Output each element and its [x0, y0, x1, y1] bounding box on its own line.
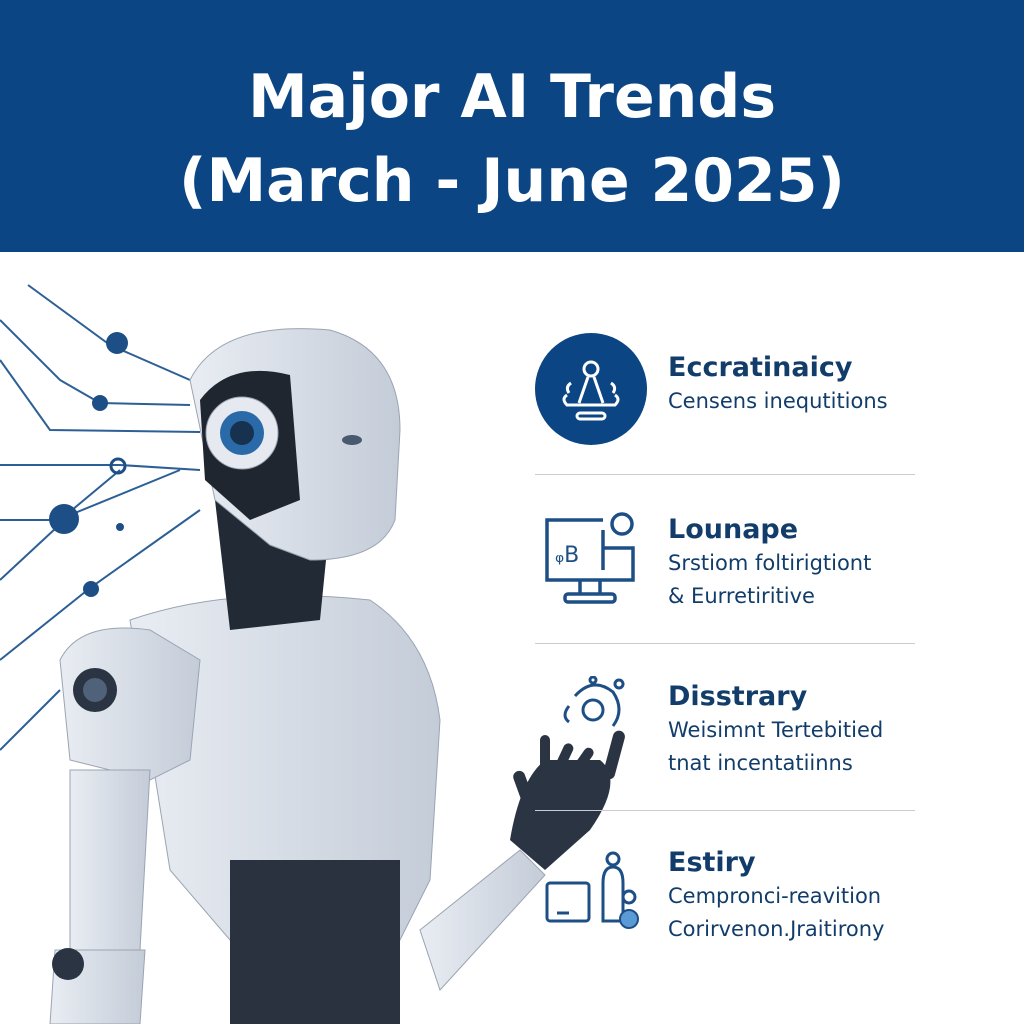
- svg-text:ᵩB: ᵩB: [555, 543, 579, 568]
- trend-description-line: Srstiom foltirigtiont: [668, 551, 872, 575]
- robot-body: [49, 328, 625, 1024]
- trend-description-line: Cempronci-reavition: [668, 884, 882, 908]
- divider: [535, 643, 915, 644]
- divider: [535, 474, 915, 475]
- page-title: Major AI Trends: [247, 62, 777, 132]
- robot-hand: [510, 730, 625, 870]
- trend-description: Censens inequtitions: [668, 389, 888, 413]
- trend-description-line: Corirvenon.Jraitirony: [668, 917, 885, 941]
- trend-description-line: & Eurretiritive: [668, 584, 815, 608]
- trend-title: Eccratinaicy: [668, 352, 853, 383]
- trend-description-line: tnat incentatiinns: [668, 751, 853, 775]
- trend-description-line: Weisimnt Tertebitied: [668, 718, 884, 742]
- robot-illustration: [0, 284, 625, 1024]
- trend-item-2: ᵩB Lounape Srstiom foltirigtiont & Eurre…: [535, 510, 935, 620]
- group-meeting-icon: [535, 333, 647, 445]
- header-banner: Major AI Trends (March - June 2025): [0, 0, 1024, 252]
- trend-title: Estiry: [668, 847, 756, 878]
- trend-item-1: Eccratinaicy Censens inequtitions: [535, 333, 935, 453]
- trend-item-3: Disstrary Weisimnt Tertebitied tnat ince…: [535, 676, 935, 786]
- device-person-icon: [545, 851, 639, 929]
- page-subtitle: (March - June 2025): [179, 146, 845, 216]
- computer-monitor-icon: ᵩB: [545, 512, 635, 604]
- gear-network-icon: [563, 676, 625, 727]
- divider: [535, 810, 915, 811]
- trend-item-4: Estiry Cempronci-reavition Corirvenon.Jr…: [535, 843, 935, 953]
- trend-title: Disstrary: [668, 681, 808, 712]
- trend-title: Lounape: [668, 514, 799, 545]
